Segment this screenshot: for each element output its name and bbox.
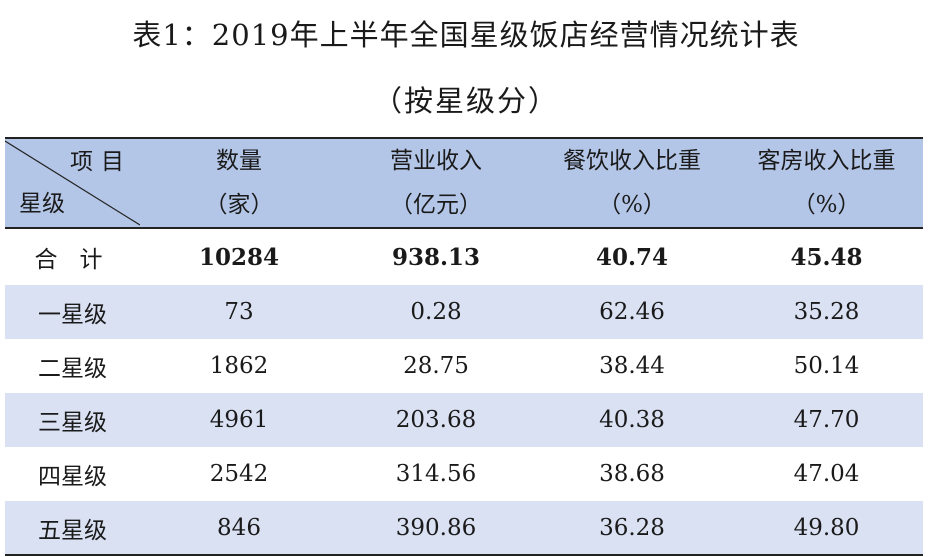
- column-header-unit: （%）: [792, 192, 861, 218]
- column-header-title: 营业收入: [390, 148, 482, 174]
- table-subtitle: （按星级分）: [372, 84, 559, 118]
- cell-count: 846: [140, 501, 338, 556]
- cell-food-share: 40.38: [599, 407, 665, 433]
- cell-room-share: 49.80: [730, 501, 923, 556]
- table-title: 表1：2019年上半年全国星级饭店经营情况统计表: [132, 18, 800, 52]
- cell-revenue: 938.13: [391, 243, 481, 271]
- cell-room-share: 47.04: [793, 461, 860, 487]
- table-row: 三星级 4961 203.68 40.38 47.70: [5, 393, 923, 447]
- cell-revenue: 314.56: [395, 461, 477, 487]
- table-row-total: 合计 10284 938.13 40.74 45.48: [5, 228, 923, 285]
- hotel-statistics-table: 项目 星级 数量 （家） 营业收入 （亿元） 餐饮收入比重 （%） 客房收入比重…: [5, 137, 923, 556]
- cell-food-share: 38.68: [599, 461, 665, 487]
- table-row: 五星级 846 390.86 36.28 49.80: [5, 501, 923, 556]
- column-header-room-share: 客房收入比重 （%）: [730, 137, 923, 229]
- cell-revenue: 203.68: [395, 407, 477, 433]
- column-header-title: 客房收入比重: [757, 148, 896, 174]
- cell-room-share: 47.70: [793, 407, 860, 433]
- table-row: 四星级 2542 314.56 38.68 47.04: [5, 447, 923, 501]
- cell-room-share: 45.48: [790, 243, 863, 271]
- column-header-title: 数量: [216, 148, 262, 174]
- cell-food-share: 62.46: [599, 299, 665, 325]
- header-row: 项目 星级 数量 （家） 营业收入 （亿元） 餐饮收入比重 （%） 客房收入比重…: [5, 137, 923, 229]
- column-header-revenue: 营业收入 （亿元）: [338, 137, 534, 229]
- cell-food-share: 40.74: [595, 243, 669, 271]
- cell-food-share: 36.28: [534, 501, 730, 556]
- cell-room-share: 35.28: [793, 299, 860, 325]
- column-header-count: 数量 （家）: [140, 137, 338, 229]
- cell-count: 10284: [198, 243, 280, 271]
- cell-revenue: 28.75: [403, 353, 469, 379]
- cell-food-share: 38.44: [599, 353, 665, 379]
- corner-header-cell: 项目 星级: [5, 137, 140, 229]
- column-header-unit: （%）: [598, 192, 666, 218]
- cell-count: 1862: [209, 353, 269, 379]
- cell-count: 4961: [209, 407, 269, 433]
- row-label: 二星级: [38, 356, 107, 382]
- table-row: 一星级 73 0.28 62.46 35.28: [5, 285, 923, 339]
- row-label: 四星级: [38, 464, 107, 490]
- column-header-title: 餐饮收入比重: [563, 148, 701, 174]
- cell-revenue: 0.28: [410, 299, 462, 325]
- column-header-unit: （亿元）: [390, 192, 482, 218]
- cell-count: 2542: [209, 461, 269, 487]
- corner-label-star: 星级: [19, 191, 65, 217]
- corner-label-item: 项目: [70, 149, 132, 175]
- table-row: 二星级 1862 28.75 38.44 50.14: [5, 339, 923, 393]
- row-label: 三星级: [38, 410, 107, 436]
- row-label: 一星级: [38, 302, 107, 328]
- diagonal-divider: [5, 140, 140, 226]
- row-label: 五星级: [5, 501, 140, 556]
- row-label: 合计: [34, 247, 125, 273]
- column-header-unit: （家）: [204, 192, 274, 218]
- cell-revenue: 390.86: [338, 501, 534, 556]
- cell-count: 73: [224, 299, 254, 325]
- cell-room-share: 50.14: [793, 353, 860, 379]
- column-header-food-share: 餐饮收入比重 （%）: [534, 137, 730, 229]
